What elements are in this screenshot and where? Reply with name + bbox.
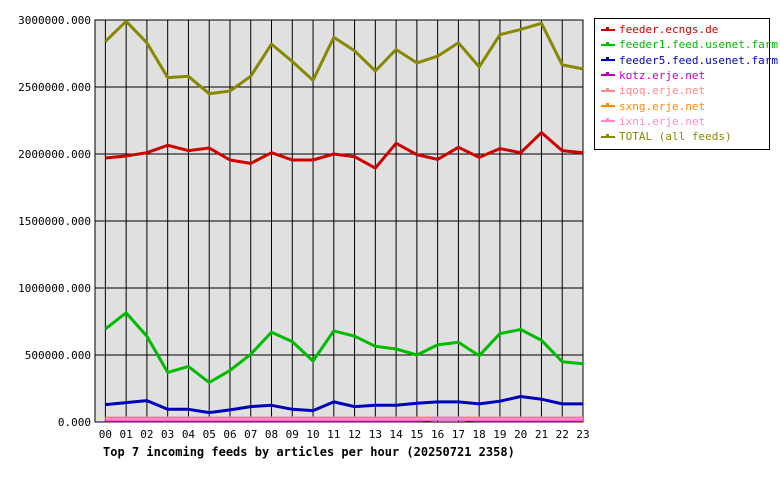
legend-label: ixni.erje.net xyxy=(619,114,706,128)
legend-item: ixni.erje.net xyxy=(601,114,705,129)
x-tick-label: 11 xyxy=(327,428,340,441)
x-tick-label: 05 xyxy=(203,428,216,441)
x-tick-label: 19 xyxy=(493,428,506,441)
x-tick-label: 18 xyxy=(473,428,486,441)
series-line-total-all-feeds- xyxy=(104,19,584,96)
legend-label: kotz.erje.net xyxy=(619,68,706,82)
y-tick-label: 2000000.000 xyxy=(18,148,91,161)
legend-item: TOTAL (all feeds) xyxy=(601,129,732,144)
legend-swatch xyxy=(601,72,615,77)
legend-swatch xyxy=(601,57,615,62)
x-tick-label: 20 xyxy=(514,428,527,441)
y-tick-label: 1500000.000 xyxy=(18,215,91,228)
x-axis: 00 01 02 03 04 05 06 07 08 09 10 11 12 13 14 15 16 17 18 19… xyxy=(99,428,590,441)
y-tick-label: 500000.000 xyxy=(25,349,91,362)
x-tick-label: 02 xyxy=(140,428,153,441)
series-line-feeder1-feed-usenet-farm xyxy=(104,311,584,384)
legend-item: kotz.erje.net xyxy=(601,68,705,83)
x-tick-label: 06 xyxy=(223,428,236,441)
legend-swatch xyxy=(601,26,615,31)
legend-label: feeder.ecngs.de xyxy=(619,23,719,36)
y-axis: 0.000 500000.000 1000000.000 1500000.000 200… xyxy=(18,14,91,429)
legend-label: feeder5.feed.usenet.farm xyxy=(619,53,778,67)
legend-item: feeder.ecngs.de xyxy=(601,22,718,37)
legend-item: feeder5.feed.usenet.farm xyxy=(601,53,778,68)
legend-label: iqoq.erje.net xyxy=(619,84,706,98)
y-tick-label: 3000000.000 xyxy=(18,14,91,27)
x-tick-label: 00 xyxy=(99,428,112,441)
legend-label: TOTAL (all feeds) xyxy=(619,130,732,144)
legend-item: feeder1.feed.usenet.farm xyxy=(601,37,778,52)
x-tick-label: 04 xyxy=(182,428,196,441)
x-tick-label: 07 xyxy=(244,428,257,441)
x-tick-label: 15 xyxy=(410,428,423,441)
legend-label: feeder1.feed.usenet.farm xyxy=(619,38,778,52)
legend-item: iqoq.erje.net xyxy=(601,83,705,98)
x-tick-label: 09 xyxy=(286,428,299,441)
y-tick-label: 1000000.000 xyxy=(18,282,91,295)
legend-swatch xyxy=(601,103,615,107)
x-tick-label: 23 xyxy=(576,428,589,441)
x-tick-label: 14 xyxy=(389,428,403,441)
series-layer xyxy=(104,19,584,423)
legend-swatch xyxy=(601,41,615,46)
y-tick-label: 2500000.000 xyxy=(18,81,91,94)
series-line-feeder-ecngs-de xyxy=(105,131,584,170)
y-tick-label: 0.000 xyxy=(58,416,91,429)
x-tick-label: 13 xyxy=(369,428,382,441)
x-tick-label: 01 xyxy=(120,428,133,441)
x-tick-label: 08 xyxy=(265,428,278,441)
x-tick-label: 21 xyxy=(535,428,548,441)
x-tick-label: 16 xyxy=(431,428,444,441)
legend-swatch xyxy=(601,87,615,92)
chart-caption: Top 7 incoming feeds by articles per hou… xyxy=(103,445,515,459)
legend-swatch xyxy=(601,133,615,138)
series-line-feeder5-feed-usenet-farm xyxy=(105,395,583,415)
x-tick-label: 03 xyxy=(161,428,174,441)
x-tick-label: 17 xyxy=(452,428,465,441)
legend-swatch xyxy=(601,118,615,123)
x-tick-label: 12 xyxy=(348,428,361,441)
x-tick-label: 22 xyxy=(556,428,569,441)
legend: feeder.ecngs.de feeder1.feed.usenet.farm f… xyxy=(594,18,778,150)
legend-label: sxng.erje.net xyxy=(619,99,706,113)
legend-item: sxng.erje.net xyxy=(601,99,705,114)
x-tick-label: 10 xyxy=(306,428,319,441)
